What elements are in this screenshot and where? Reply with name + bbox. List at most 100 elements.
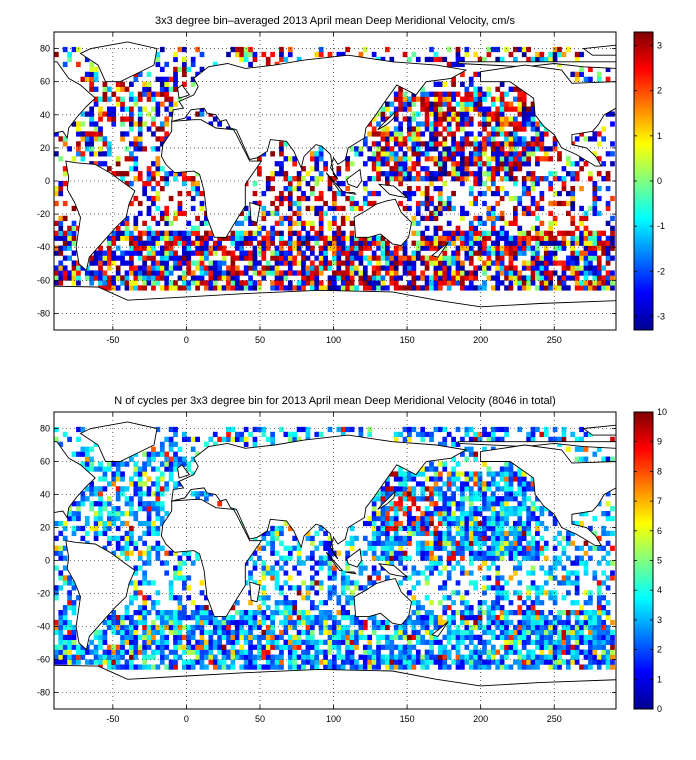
bin-cell [570,195,576,202]
bin-cell [173,240,178,246]
bin-cell [455,560,461,566]
bin-cell [442,426,448,433]
bin-cell [371,141,377,147]
bin-cell [535,141,540,147]
bin-cell [517,535,523,541]
bin-cell [221,275,227,281]
bin-cell [314,181,320,187]
bin-cell [437,560,443,566]
bin-cell [279,220,284,226]
bin-cell [499,501,505,507]
bin-cell [526,275,531,281]
bin-cell [257,200,262,207]
bin-cell [579,240,584,246]
bin-cell [80,496,86,502]
bin-cell [323,530,328,537]
bin-cell [54,585,59,591]
bin-cell [102,654,108,660]
bin-cell [583,255,589,261]
bin-cell [62,639,68,645]
bin-cell [124,86,130,92]
bin-cell [243,51,249,58]
bin-cell [204,649,209,655]
bin-cell [279,161,284,167]
bin-cell [429,245,434,251]
bin-cell [287,285,293,291]
bin-cell [129,245,134,251]
bin-cell [243,235,249,241]
bin-cell [133,250,139,256]
bin-cell [495,275,501,281]
bin-cell [455,540,461,546]
bin-cell [270,659,275,665]
bin-cell [420,525,426,532]
bin-cell [151,285,156,291]
bin-cell [279,555,284,561]
bin-cell [477,476,483,482]
bin-cell [159,471,165,477]
bin-cell [539,235,545,241]
bin-cell [120,634,125,640]
bin-cell [248,649,253,655]
bin-cell [243,56,249,63]
bin-cell [420,121,426,127]
bin-cell [411,240,417,246]
bin-cell [159,275,165,281]
bin-cell [199,106,205,112]
bin-cell [287,585,293,591]
bin-cell [380,265,386,271]
bin-cell [464,605,470,611]
bin-cell [208,265,214,271]
bin-cell [195,215,200,222]
bin-cell [164,220,170,226]
bin-cell [380,126,386,132]
bin-cell [129,506,134,512]
bin-cell [548,270,554,276]
bin-cell [195,491,200,497]
bin-cell [168,270,174,276]
bin-cell [287,525,293,532]
bin-cell [71,230,77,236]
bin-cell [513,131,518,137]
bin-cell [411,270,417,276]
bin-cell [407,255,412,261]
bin-cell [407,476,412,482]
bin-cell [155,515,161,522]
bin-cell [371,240,377,246]
bin-cell [499,166,505,172]
bin-cell [464,141,470,147]
bin-cell [129,181,134,187]
bin-cell [58,644,64,650]
bin-cell [181,614,187,621]
bin-cell [420,481,426,487]
bin-cell [420,496,426,502]
bin-cell [190,446,196,452]
bin-cell [385,654,390,660]
bin-cell [411,141,417,147]
bin-cell [124,664,130,670]
bin-cell [513,265,518,271]
bin-cell [248,260,253,266]
bin-cell [173,659,178,665]
bin-cell [407,506,412,512]
bin-cell [62,245,68,251]
bin-cell [490,146,496,152]
bin-cell [446,205,452,212]
bin-cell [579,265,584,271]
bin-cell [460,151,465,157]
bin-cell [583,210,589,217]
bin-cell [120,101,125,107]
bin-cell [517,280,523,286]
bin-cell [137,644,143,650]
bin-cell [309,185,315,192]
bin-cell [517,590,523,596]
bin-cell [287,654,293,660]
bin-cell [464,496,470,502]
bin-cell [398,141,403,147]
bin-cell [332,664,337,670]
bin-cell [371,506,377,512]
bin-cell [186,116,192,122]
bin-cell [261,649,267,655]
bin-cell [477,151,483,157]
bin-cell [62,545,68,551]
